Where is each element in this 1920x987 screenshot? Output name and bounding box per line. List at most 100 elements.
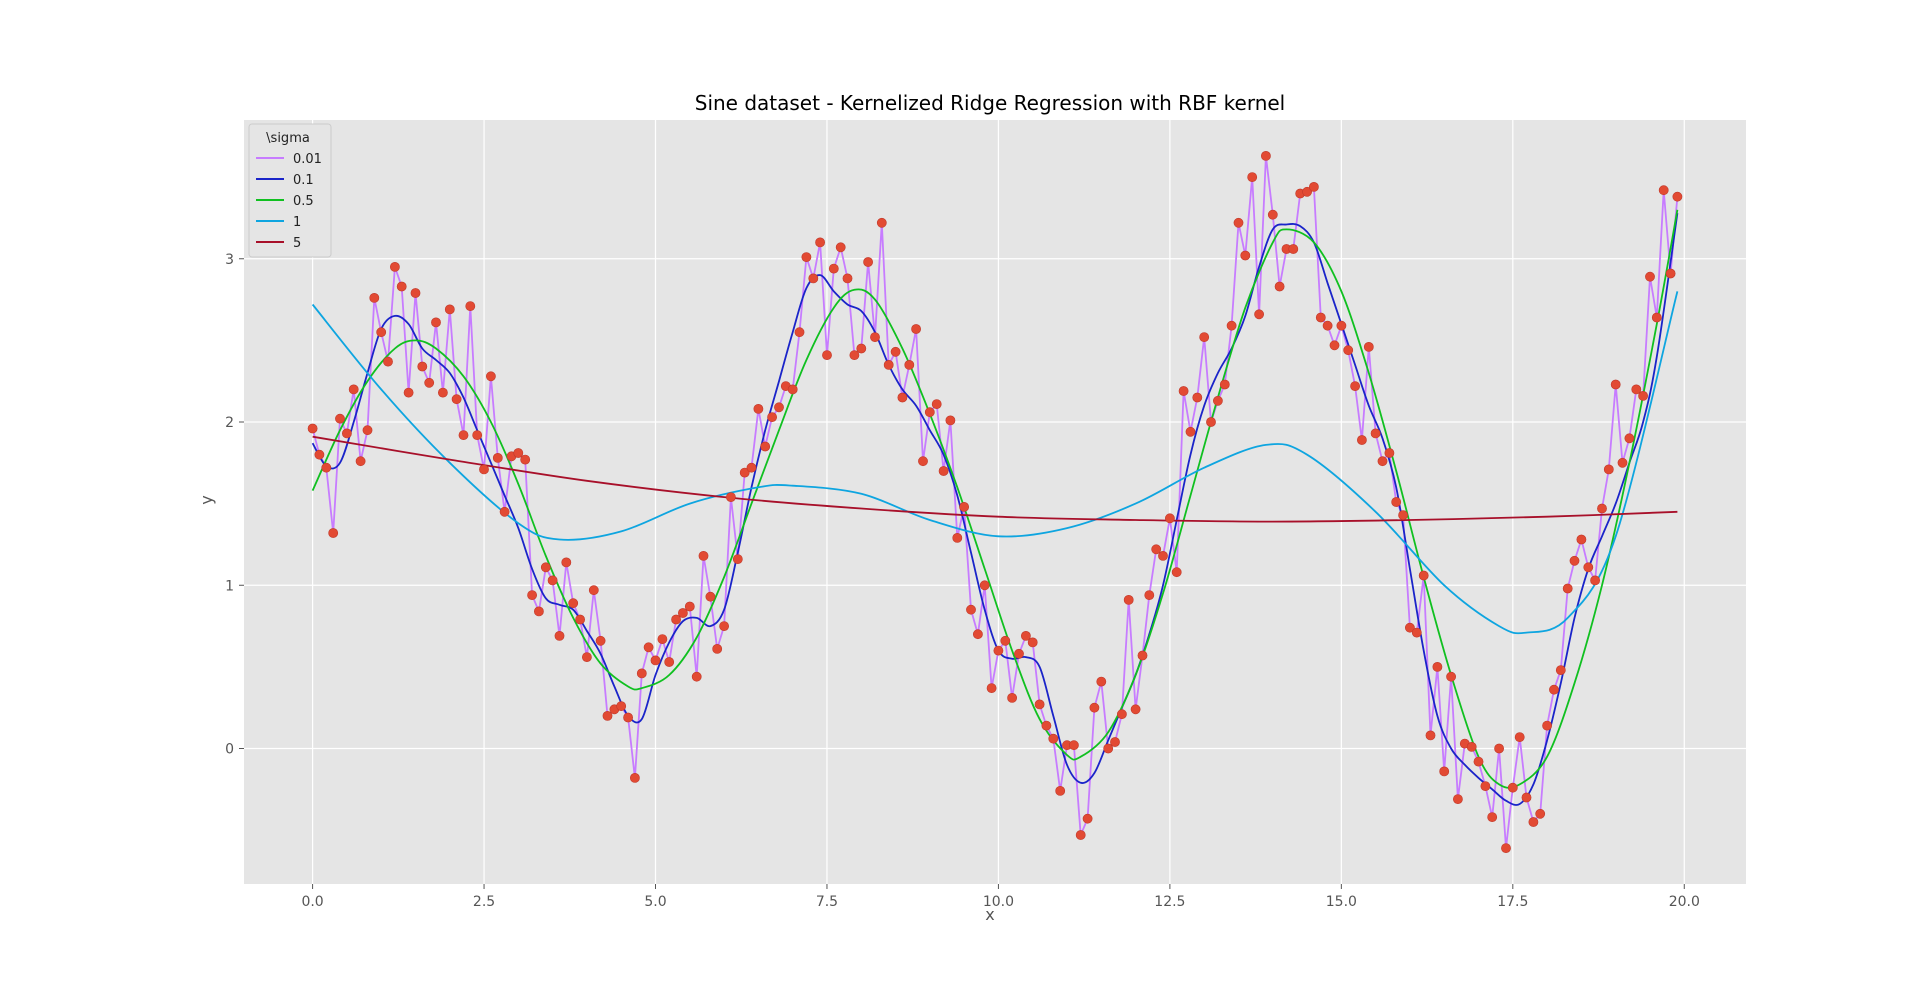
data-point bbox=[520, 454, 531, 465]
data-point bbox=[1123, 595, 1134, 605]
data-point bbox=[1158, 551, 1168, 561]
data-point bbox=[657, 634, 668, 644]
data-point bbox=[1069, 740, 1079, 751]
data-point bbox=[1665, 268, 1676, 279]
legend: \sigma 0.01 0.1 0.5 1 5 bbox=[248, 123, 332, 258]
y-tick-label: 3 bbox=[225, 252, 234, 268]
data-point bbox=[348, 384, 359, 395]
data-point bbox=[918, 456, 928, 467]
data-point bbox=[1329, 340, 1340, 351]
data-point bbox=[876, 217, 887, 228]
x-tick-label: 2.5 bbox=[473, 894, 495, 910]
data-point bbox=[911, 324, 921, 334]
data-point bbox=[1357, 435, 1367, 445]
data-point bbox=[1261, 150, 1271, 161]
data-point bbox=[671, 614, 681, 625]
data-point bbox=[396, 281, 407, 292]
data-point bbox=[1425, 730, 1436, 741]
data-point bbox=[355, 456, 366, 467]
data-point bbox=[1480, 781, 1491, 791]
data-point bbox=[1007, 693, 1017, 703]
data-point bbox=[1418, 570, 1429, 581]
data-point bbox=[1144, 590, 1155, 600]
data-point bbox=[1514, 732, 1525, 742]
data-point bbox=[623, 712, 633, 723]
data-point bbox=[1288, 244, 1299, 254]
data-point bbox=[1055, 786, 1066, 796]
series-line-sigma-5 bbox=[312, 435, 1678, 523]
data-point bbox=[650, 655, 661, 666]
data-point bbox=[1089, 702, 1100, 713]
data-point bbox=[746, 462, 757, 473]
data-point bbox=[451, 394, 462, 405]
data-point bbox=[760, 441, 771, 452]
data-point bbox=[1343, 345, 1354, 356]
data-point bbox=[1219, 379, 1230, 390]
data-point bbox=[1569, 555, 1580, 566]
data-point bbox=[1185, 426, 1196, 437]
y-tick-label: 1 bbox=[225, 578, 234, 594]
data-point bbox=[1411, 627, 1422, 638]
data-point bbox=[1610, 379, 1621, 390]
data-point bbox=[705, 591, 716, 602]
data-point bbox=[1672, 191, 1683, 202]
data-point bbox=[1507, 782, 1518, 793]
data-point bbox=[1466, 742, 1477, 752]
data-point bbox=[822, 350, 832, 360]
data-point bbox=[1048, 733, 1059, 744]
legend-title: \sigma bbox=[266, 131, 310, 146]
data-point bbox=[383, 356, 393, 367]
data-point bbox=[465, 301, 476, 311]
y-tick-label: 2 bbox=[225, 415, 234, 431]
data-point bbox=[993, 645, 1004, 656]
data-point bbox=[636, 668, 647, 679]
data-point bbox=[959, 501, 969, 512]
x-tick-label: 10.0 bbox=[983, 894, 1014, 910]
data-point bbox=[952, 533, 963, 543]
data-point bbox=[904, 359, 915, 370]
data-point bbox=[1645, 271, 1655, 282]
data-point bbox=[1267, 209, 1278, 220]
data-point bbox=[870, 332, 880, 342]
data-point bbox=[828, 263, 839, 274]
data-point bbox=[499, 506, 510, 517]
data-point bbox=[712, 644, 723, 654]
data-point bbox=[726, 492, 736, 502]
data-point bbox=[540, 562, 551, 573]
data-point bbox=[1638, 390, 1648, 401]
data-point bbox=[582, 652, 592, 662]
data-point bbox=[1562, 583, 1573, 594]
data-point bbox=[794, 327, 805, 338]
data-point bbox=[643, 642, 654, 653]
data-point bbox=[1363, 341, 1374, 352]
data-point bbox=[1192, 392, 1203, 403]
data-point bbox=[835, 242, 846, 253]
data-point bbox=[1487, 812, 1498, 822]
chart-title: Sine dataset - Kernelized Ridge Regressi… bbox=[695, 91, 1286, 115]
data-point bbox=[1384, 448, 1395, 458]
x-tick-label: 0.0 bbox=[301, 894, 323, 910]
data-point bbox=[534, 606, 544, 617]
data-point bbox=[1494, 743, 1504, 754]
data-point bbox=[1000, 635, 1011, 646]
data-point bbox=[1309, 181, 1319, 192]
x-tick-label: 17.5 bbox=[1497, 894, 1528, 910]
data-point bbox=[1117, 709, 1127, 720]
data-point bbox=[1398, 510, 1408, 520]
data-point bbox=[369, 292, 380, 303]
x-tick-label: 5.0 bbox=[644, 894, 666, 910]
data-point bbox=[1651, 312, 1662, 323]
data-point bbox=[417, 361, 428, 372]
data-point bbox=[924, 407, 935, 418]
data-point bbox=[1199, 332, 1210, 342]
data-point bbox=[849, 350, 860, 360]
data-point bbox=[410, 288, 421, 298]
legend-label-sigma-1: 1 bbox=[293, 215, 301, 230]
data-point bbox=[1151, 544, 1162, 555]
data-point bbox=[1206, 417, 1216, 427]
data-point bbox=[1597, 503, 1607, 514]
data-point bbox=[1014, 648, 1024, 659]
data-point bbox=[307, 423, 318, 434]
data-point bbox=[1110, 737, 1120, 747]
